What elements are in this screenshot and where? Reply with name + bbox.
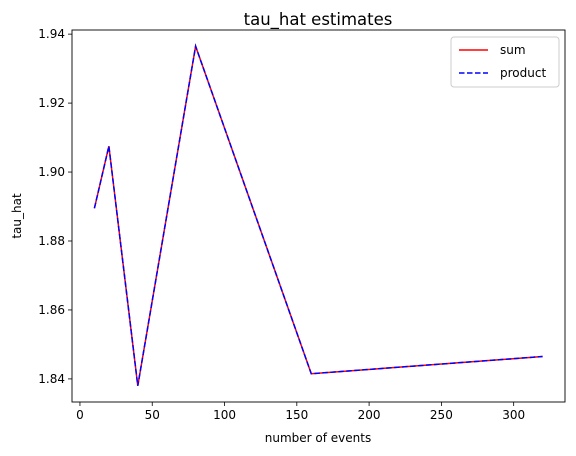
y-tick-label: 1.88 <box>38 234 65 248</box>
x-tick-label: 100 <box>213 408 236 422</box>
x-tick-label: 0 <box>76 408 84 422</box>
x-axis: 0 50 100 150 200 250 300 <box>76 402 525 422</box>
series-lines <box>94 46 542 386</box>
legend-label-product: product <box>500 66 546 80</box>
x-tick-label: 50 <box>145 408 160 422</box>
y-tick-label: 1.94 <box>38 27 65 41</box>
x-tick-label: 150 <box>285 408 308 422</box>
legend: sum product <box>451 37 559 87</box>
chart-title: tau_hat estimates <box>244 10 393 30</box>
y-axis: 1.84 1.86 1.88 1.90 1.92 1.94 <box>38 27 72 386</box>
y-axis-label: tau_hat <box>10 193 24 239</box>
legend-label-sum: sum <box>500 43 526 57</box>
series-line-product <box>94 46 542 386</box>
x-axis-label: number of events <box>265 431 371 445</box>
y-tick-label: 1.86 <box>38 303 65 317</box>
x-tick-label: 200 <box>358 408 381 422</box>
x-tick-label: 250 <box>430 408 453 422</box>
x-tick-label: 300 <box>502 408 525 422</box>
y-tick-label: 1.90 <box>38 165 65 179</box>
series-line-sum <box>94 46 542 386</box>
y-tick-label: 1.84 <box>38 372 65 386</box>
y-tick-label: 1.92 <box>38 96 65 110</box>
